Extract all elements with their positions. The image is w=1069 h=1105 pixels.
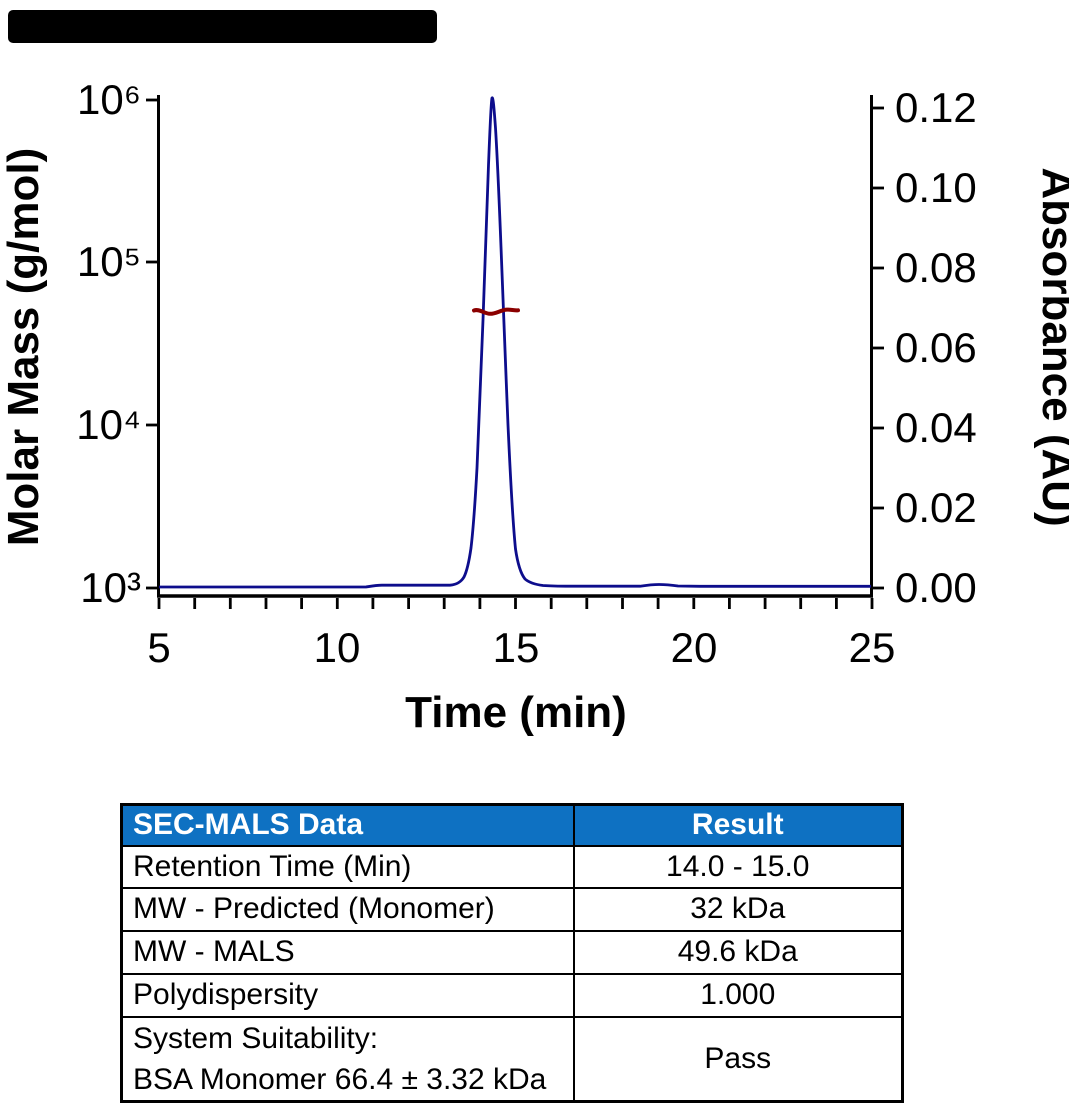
x-axis-ticks <box>157 598 874 609</box>
system-suitability-line1: System Suitability: <box>133 1021 379 1055</box>
x-tick-label-20: 20 <box>671 624 718 671</box>
retention-time-label: Retention Time (Min) <box>120 844 575 889</box>
mw-mals-label: MW - MALS <box>120 929 575 975</box>
mw-mals-value: 49.6 kDa <box>572 929 904 975</box>
left-tick-label-1e3: 10³ <box>80 564 141 611</box>
right-axis-ticks <box>873 106 884 590</box>
polydispersity-label: Polydispersity <box>120 972 575 1018</box>
x-axis-title: Time (min) <box>405 688 627 737</box>
axis-lines <box>157 95 873 598</box>
left-tick-label-1e5: 10⁵ <box>77 238 141 285</box>
right-tick-label-012: 0.12 <box>895 84 977 131</box>
table-row-polydispersity: Polydispersity 1.000 <box>120 972 904 1018</box>
system-suitability-value: Pass <box>572 1015 904 1102</box>
right-tick-label-008: 0.08 <box>895 244 977 291</box>
table-row-mw-mals: MW - MALS 49.6 kDa <box>120 929 904 975</box>
right-tick-label-006: 0.06 <box>895 324 977 371</box>
table-row-mw-predicted: MW - Predicted (Monomer) 32 kDa <box>120 886 904 932</box>
table-row-retention-time: Retention Time (Min) 14.0 - 15.0 <box>120 844 904 889</box>
right-tick-label-004: 0.04 <box>895 404 977 451</box>
sec-mals-chromatogram: 10⁶ 10⁵ 10⁴ 10³ 0.12 0.10 0.08 0.06 0.04… <box>0 76 1069 737</box>
mw-predicted-label: MW - Predicted (Monomer) <box>120 886 575 932</box>
left-axis-title: Molar Mass (g/mol) <box>0 148 48 547</box>
system-suitability-label: System Suitability: BSA Monomer 66.4 ± 3… <box>120 1015 575 1102</box>
table-header-label: SEC-MALS Data <box>120 803 575 847</box>
molar-mass-trace <box>472 307 520 316</box>
table-header-result: Result <box>572 803 904 847</box>
mw-predicted-value: 32 kDa <box>572 886 904 932</box>
system-suitability-line2: BSA Monomer 66.4 ± 3.32 kDa <box>133 1062 547 1096</box>
left-axis-ticks <box>146 98 157 590</box>
right-tick-label-010: 0.10 <box>895 164 977 211</box>
left-axis-tick-labels: 10⁶ 10⁵ 10⁴ 10³ <box>76 76 141 611</box>
x-tick-label-10: 10 <box>314 624 361 671</box>
right-tick-label-000: 0.00 <box>895 564 977 611</box>
x-tick-label-15: 15 <box>493 624 540 671</box>
left-tick-label-1e6: 10⁶ <box>77 76 141 123</box>
x-tick-label-25: 25 <box>849 624 896 671</box>
table-header-row: SEC-MALS Data Result <box>120 803 904 847</box>
right-axis-tick-labels: 0.12 0.10 0.08 0.06 0.04 0.02 0.00 <box>895 84 977 611</box>
x-axis-tick-labels: 5 10 15 20 25 <box>147 624 895 671</box>
right-axis-title: Absorbance (AU) <box>1033 167 1069 526</box>
redacted-title-bar <box>8 10 437 43</box>
sec-mals-results-table: SEC-MALS Data Result Retention Time (Min… <box>120 803 904 1103</box>
left-tick-label-1e4: 10⁴ <box>76 401 141 448</box>
table-row-system-suitability: System Suitability: BSA Monomer 66.4 ± 3… <box>120 1015 904 1102</box>
right-tick-label-002: 0.02 <box>895 484 977 531</box>
retention-time-value: 14.0 - 15.0 <box>572 844 904 889</box>
polydispersity-value: 1.000 <box>572 972 904 1018</box>
x-tick-label-5: 5 <box>147 624 170 671</box>
absorbance-trace <box>159 96 871 589</box>
